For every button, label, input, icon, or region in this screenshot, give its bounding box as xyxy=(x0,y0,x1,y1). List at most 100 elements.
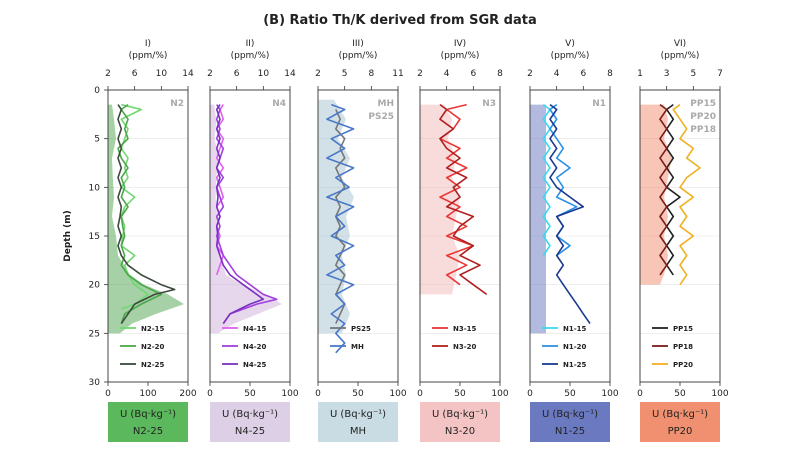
u-tick-label: 100 xyxy=(711,389,728,399)
u-tick-label: 0 xyxy=(207,389,213,399)
legend-label: N1-20 xyxy=(563,343,587,351)
legend-label: N4-20 xyxy=(243,343,267,351)
legend-label: N4-15 xyxy=(243,325,267,333)
y-tick-label: 15 xyxy=(89,232,100,242)
panel-unit: (ppm/%) xyxy=(231,51,270,61)
panel-title: III) xyxy=(352,39,363,49)
panel-unit: (ppm/%) xyxy=(551,51,590,61)
u-axis-label: U (Bq·kg⁻¹) xyxy=(432,409,488,420)
series-line-n4-20 xyxy=(215,104,278,325)
series-line-pp20 xyxy=(672,103,701,286)
u-tick-label: 0 xyxy=(105,389,111,399)
panel-title: I) xyxy=(145,39,151,49)
series-line-n2-25 xyxy=(117,104,176,325)
ratio-tick-label: 14 xyxy=(284,69,296,79)
panel-code-label: N2 xyxy=(170,99,184,109)
series-line-pp15 xyxy=(665,103,681,276)
u-tick-label: 100 xyxy=(601,389,618,399)
y-tick-label: 5 xyxy=(94,135,100,145)
ratio-tick-label: 4 xyxy=(554,69,560,79)
series-line-pp18 xyxy=(659,103,668,276)
legend-label: MH xyxy=(351,343,364,351)
ratio-tick-label: 2 xyxy=(105,69,111,79)
box-label: N3-20 xyxy=(445,426,475,437)
u-axis-label: U (Bq·kg⁻¹) xyxy=(120,409,176,420)
legend-label: N1-25 xyxy=(563,361,587,369)
box-label: N2-25 xyxy=(133,426,163,437)
panel-code-label: MH xyxy=(378,99,395,109)
panel-title: V) xyxy=(565,39,575,49)
legend-label: N3-15 xyxy=(453,325,477,333)
panel-code-label: PP20 xyxy=(690,112,716,122)
panel-code-label: N4 xyxy=(272,99,286,109)
u-tick-label: 100 xyxy=(491,389,508,399)
ratio-tick-label: 6 xyxy=(470,69,476,79)
legend-label: PP20 xyxy=(673,361,693,369)
ratio-tick-label: 14 xyxy=(182,69,194,79)
legend-label: N2-25 xyxy=(141,361,165,369)
legend-label: N3-20 xyxy=(453,343,477,351)
u-tick-label: 50 xyxy=(674,389,686,399)
panel-code-label: PS25 xyxy=(368,112,394,122)
y-tick-label: 30 xyxy=(89,378,101,388)
u-profile-area xyxy=(420,104,460,295)
panel-box xyxy=(108,402,188,442)
legend-label: N1-15 xyxy=(563,325,587,333)
series-line-n1-25 xyxy=(549,103,591,325)
box-label: N1-25 xyxy=(555,426,585,437)
ratio-tick-label: 7 xyxy=(717,69,723,79)
u-profile-area xyxy=(640,104,672,285)
ratio-tick-label: 2 xyxy=(207,69,213,79)
u-tick-label: 50 xyxy=(352,389,364,399)
u-tick-label: 50 xyxy=(454,389,466,399)
panel-box xyxy=(318,402,398,442)
panel-box xyxy=(420,402,500,442)
u-tick-label: 50 xyxy=(564,389,576,399)
series-line-n4-25 xyxy=(215,104,265,325)
panel-code-label: N1 xyxy=(592,99,606,109)
panel-2: II) (ppm/%) 2 6 10 14 N4 N4-15 N4-20 N4-25 0 50 100U… xyxy=(207,39,299,442)
panel-6: VI) (ppm/%) 1 3 5 7 PP15 PP20 PP18 PP15 PP18 PP20 0 5… xyxy=(637,39,729,442)
series-line-n1-15 xyxy=(542,103,551,256)
y-tick-label: 25 xyxy=(89,329,100,339)
panel-unit: (ppm/%) xyxy=(339,51,378,61)
u-tick-label: 100 xyxy=(139,389,156,399)
ratio-tick-label: 2 xyxy=(417,69,423,79)
box-label: N4-25 xyxy=(235,426,265,437)
u-axis-label: U (Bq·kg⁻¹) xyxy=(542,409,598,420)
u-tick-label: 100 xyxy=(389,389,406,399)
u-tick-label: 0 xyxy=(417,389,423,399)
u-axis-label: U (Bq·kg⁻¹) xyxy=(652,409,708,420)
ratio-tick-label: 2 xyxy=(315,69,321,79)
panel-unit: (ppm/%) xyxy=(661,51,700,61)
ratio-tick-label: 3 xyxy=(664,69,670,79)
ratio-tick-label: 6 xyxy=(580,69,586,79)
u-profile-area xyxy=(210,104,282,334)
legend-label: PS25 xyxy=(351,325,371,333)
ratio-tick-label: 5 xyxy=(342,69,348,79)
legend-label: N4-25 xyxy=(243,361,267,369)
u-tick-label: 0 xyxy=(315,389,321,399)
panel-box xyxy=(640,402,720,442)
panel-box xyxy=(210,402,290,442)
ratio-tick-label: 4 xyxy=(444,69,450,79)
panel-code-label: PP18 xyxy=(690,125,716,135)
ratio-tick-label: 11 xyxy=(392,69,403,79)
legend-label: PP18 xyxy=(673,343,693,351)
legend-label: N2-15 xyxy=(141,325,165,333)
panel-box xyxy=(530,402,610,442)
ratio-tick-label: 8 xyxy=(497,69,503,79)
ratio-tick-label: 6 xyxy=(234,69,240,79)
series-line-n1-20 xyxy=(549,103,578,257)
box-label: PP20 xyxy=(668,426,693,437)
panel-unit: (ppm/%) xyxy=(129,51,168,61)
u-profile-area xyxy=(108,104,184,334)
panel-title: II) xyxy=(246,39,255,49)
panel-title: VI) xyxy=(674,39,686,49)
series-line-n2-15 xyxy=(120,103,149,310)
panel-1: I) (ppm/%) 2 6 10 14 N2 N2-15 N2-20 N2-25 0 100 200U… xyxy=(105,39,197,442)
chart-title: (B) Ratio Th/K derived from SGR data xyxy=(263,13,537,28)
